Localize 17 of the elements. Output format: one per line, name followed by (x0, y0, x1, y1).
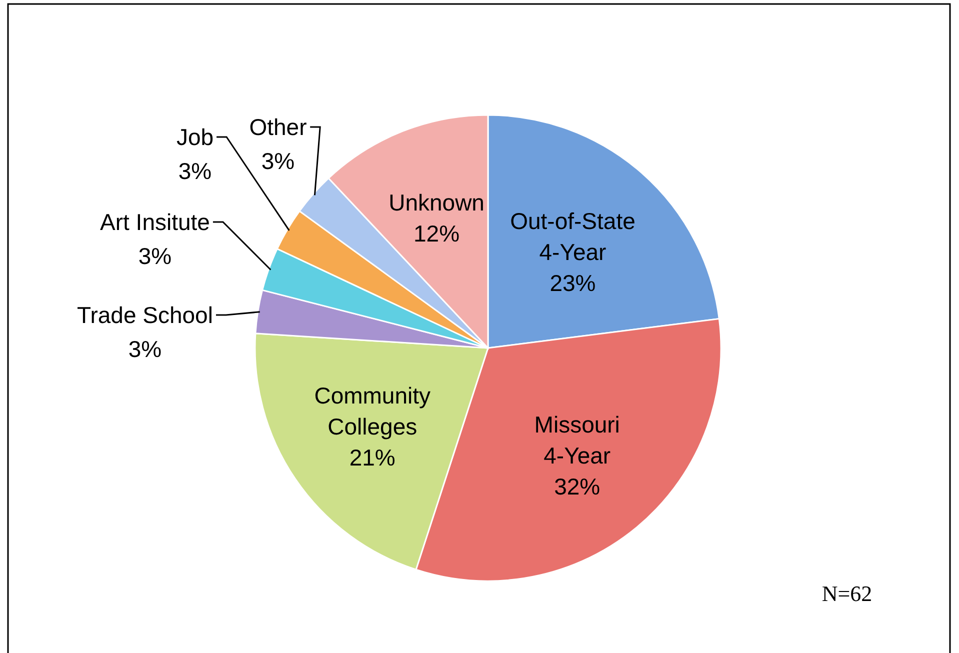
data-label: 3% (128, 336, 162, 362)
data-label: 12% (414, 220, 460, 247)
slice-label: Art Insitute (100, 209, 210, 235)
slice-label: Unknown (388, 190, 484, 216)
slice-label: Trade School (77, 302, 213, 328)
slice-label: Missouri 4-Year (534, 412, 620, 469)
data-label: 32% (554, 474, 600, 500)
data-label: 23% (550, 270, 596, 296)
slice-label: Community Colleges (314, 382, 432, 440)
slice-label: Out-of-State 4-Year (510, 208, 636, 265)
text: N=62 (822, 581, 872, 606)
slice-label: Other (249, 114, 308, 140)
data-label: 21% (349, 444, 396, 471)
data-label: 3% (138, 243, 172, 269)
slice-label: Job (176, 124, 214, 150)
data-label: 3% (178, 158, 212, 184)
data-label: 3% (261, 148, 295, 174)
